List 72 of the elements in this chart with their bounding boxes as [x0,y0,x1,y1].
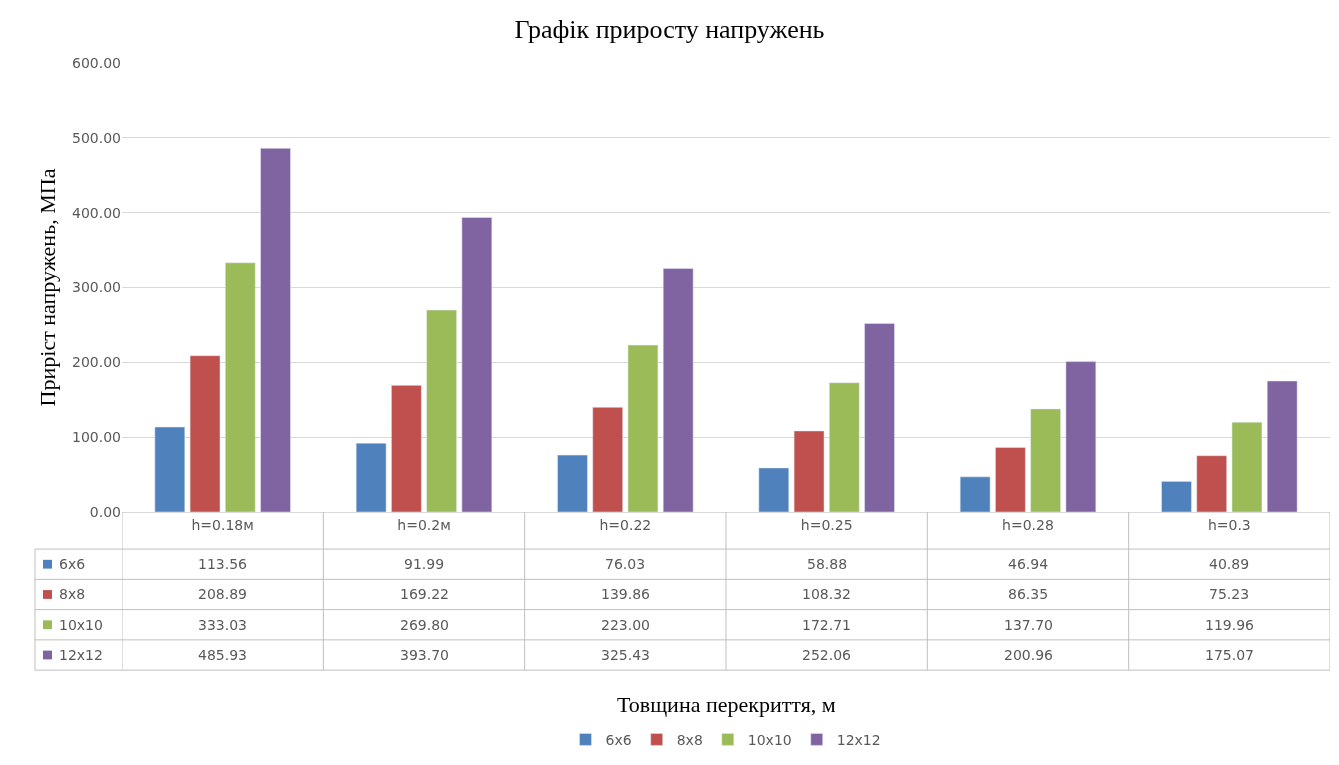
bar [1030,408,1061,512]
bar [1196,455,1227,512]
data-label: 86.35 [1008,586,1049,602]
legend-label: 6x6 [59,556,86,572]
data-label: 139.86 [601,586,651,602]
text: 10x10 [747,731,792,748]
data-label: 108.32 [802,586,851,602]
bar [995,447,1026,512]
bar [225,262,256,512]
y-tick-label: 300.00 [72,279,121,296]
bar [1161,481,1192,512]
data-label: 333.03 [198,617,247,633]
legend-label: 8x8 [59,586,86,602]
bar [461,217,493,512]
text: Товщина перекриття, м [617,692,836,717]
bar [391,385,422,512]
text: 8x8 [676,731,703,748]
bar [557,454,588,512]
y-tick-label: 400.00 [72,204,121,221]
y-tick-label: 0.00 [89,503,121,520]
data-label: 200.96 [1004,647,1054,663]
data-label: 169.22 [400,586,449,602]
x-tick-label: h=0.25 [800,516,853,533]
bar [426,309,457,512]
text: 12x12 [836,731,881,748]
data-label: 393.70 [400,647,449,663]
bar [758,467,790,512]
data-label: 485.93 [198,647,247,663]
legend-label: 10x10 [59,617,103,633]
y-axis-title: Приріст напружень, МПа [34,168,60,407]
data-label: 172.71 [802,617,851,633]
data-label: 208.89 [198,586,247,602]
data-label: 91.99 [404,556,445,572]
text: 6x6 [605,731,632,748]
bar [627,344,659,512]
bar [1065,361,1097,512]
y-tick-label: 500.00 [72,129,121,146]
x-tick-label: h=0.2м [397,516,451,533]
bar [260,148,291,512]
legend-label: 12x12 [59,647,103,663]
x-tick-label: h=0.3 [1207,516,1251,533]
data-label: 76.03 [605,556,646,572]
data-label: 252.06 [802,647,852,663]
bar [189,355,221,512]
bar [829,382,860,512]
bar [355,442,387,512]
chart-title: Графік приросту напружень [514,15,825,45]
bar [793,430,825,512]
x-tick-label: h=0.28 [1002,516,1054,533]
bar [1231,421,1263,512]
data-label: 40.89 [1209,556,1250,572]
data-label: 75.23 [1209,586,1250,602]
bar [959,476,991,512]
x-tick-label: h=0.22 [599,516,652,533]
data-label: 175.07 [1205,647,1254,663]
data-label: 325.43 [601,647,650,663]
y-tick-label: 100.00 [72,429,121,446]
bar [154,426,186,512]
data-label: 119.96 [1205,617,1255,633]
data-label: 137.70 [1004,617,1053,633]
bar [1266,380,1298,512]
data-label: 269.80 [400,617,449,633]
bar [592,407,623,512]
x-tick-label: h=0.18м [191,516,254,533]
y-tick-label: 600.00 [72,54,121,71]
data-label: 113.56 [198,556,248,572]
data-label: 223.00 [601,617,650,633]
bar [864,323,895,512]
bar [662,268,694,512]
data-label: 46.94 [1008,556,1049,572]
data-label: 58.88 [807,556,848,572]
y-tick-label: 200.00 [72,354,121,371]
